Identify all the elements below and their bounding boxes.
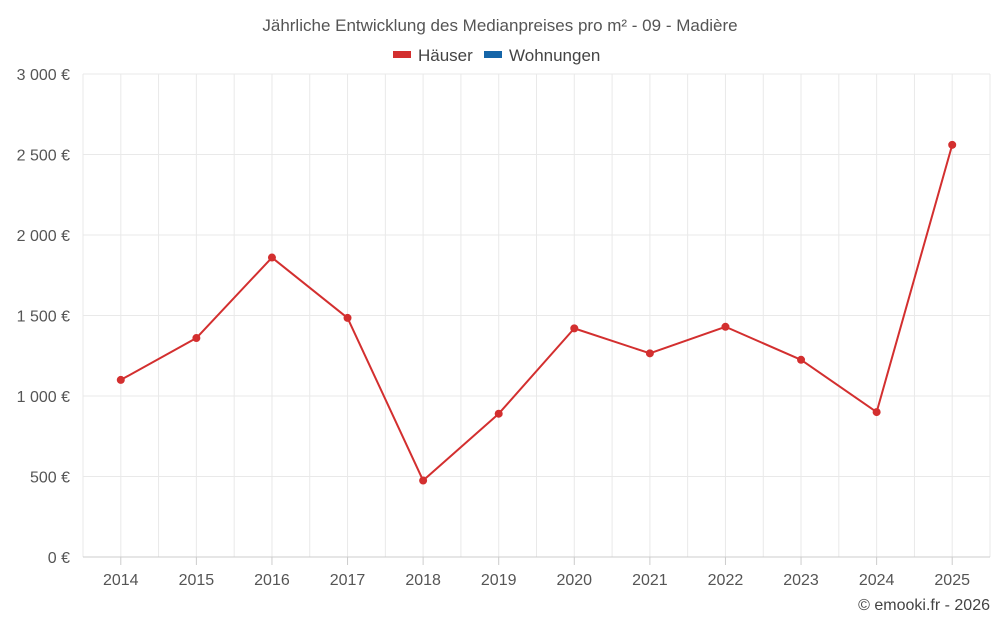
- x-tick-label: 2020: [556, 572, 592, 589]
- y-tick-label: 2 000 €: [17, 228, 70, 245]
- data-point[interactable]: [645, 349, 654, 358]
- y-tick-label: 500 €: [30, 470, 70, 487]
- legend-swatch-wohnungen: [484, 51, 502, 58]
- legend-label-wohnungen: Wohnungen: [509, 46, 600, 65]
- y-tick-label: 2 500 €: [17, 148, 70, 165]
- data-point[interactable]: [494, 409, 503, 418]
- x-tick-label: 2014: [103, 572, 139, 589]
- legend: Häuser Wohnungen: [393, 46, 600, 65]
- x-tick-label: 2017: [330, 572, 366, 589]
- x-tick-label: 2021: [632, 572, 668, 589]
- data-point[interactable]: [797, 355, 806, 364]
- y-tick-label: 3 000 €: [17, 67, 70, 84]
- series-line: [120, 144, 954, 482]
- y-tick-label: 1 000 €: [17, 389, 70, 406]
- data-point[interactable]: [948, 140, 957, 149]
- legend-item-wohnungen[interactable]: Wohnungen: [484, 46, 600, 65]
- data-point[interactable]: [343, 313, 352, 322]
- legend-item-haeuser[interactable]: Häuser: [393, 46, 473, 65]
- data-point[interactable]: [419, 476, 428, 485]
- data-point[interactable]: [721, 322, 730, 331]
- x-tick-label: 2025: [934, 572, 970, 589]
- data-point[interactable]: [570, 324, 579, 333]
- legend-swatch-haeuser: [393, 51, 411, 58]
- data-point[interactable]: [267, 253, 276, 262]
- data-point[interactable]: [192, 334, 201, 343]
- axes: 0 € 500 € 1 000 € 1 500 € 2 000 € 2 500 € 3 00…: [17, 67, 990, 589]
- x-tick-label: 2015: [179, 572, 215, 589]
- chart-title: Jährliche Entwicklung des Medianpreises …: [262, 16, 737, 35]
- y-tick-label: 0 €: [48, 550, 70, 567]
- grid: [82, 73, 991, 557]
- x-tick-label: 2022: [708, 572, 744, 589]
- x-tick-label: 2019: [481, 572, 517, 589]
- x-tick-label: 2016: [254, 572, 290, 589]
- legend-label-haeuser: Häuser: [418, 46, 473, 65]
- x-tick-label: 2018: [405, 572, 441, 589]
- series-layer: [116, 140, 957, 485]
- data-point[interactable]: [872, 408, 881, 417]
- data-point[interactable]: [116, 375, 125, 384]
- x-tick-label: 2024: [859, 572, 895, 589]
- y-tick-label: 1 500 €: [17, 309, 70, 326]
- credit-text: © emooki.fr - 2026: [858, 597, 990, 614]
- x-tick-label: 2023: [783, 572, 819, 589]
